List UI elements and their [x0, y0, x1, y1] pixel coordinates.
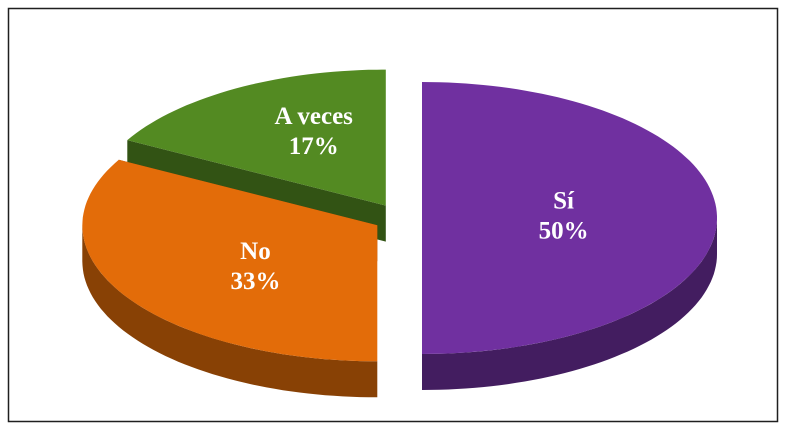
slice-side	[422, 218, 717, 390]
slice-top	[422, 82, 717, 354]
slice-label: Sí	[553, 188, 575, 215]
slice-value-label: 17%	[289, 133, 339, 160]
slice-value-label: 33%	[230, 268, 280, 295]
slice	[422, 82, 717, 390]
slice-label: No	[240, 238, 271, 265]
pie: Sí 50% No 33% A veces 17%	[82, 69, 717, 398]
slice-value-label: 50%	[539, 218, 589, 245]
slice	[82, 159, 378, 398]
slice-side	[82, 225, 378, 398]
slice-top	[127, 69, 386, 206]
slice-top	[82, 159, 378, 362]
slice-label: A veces	[274, 103, 353, 130]
